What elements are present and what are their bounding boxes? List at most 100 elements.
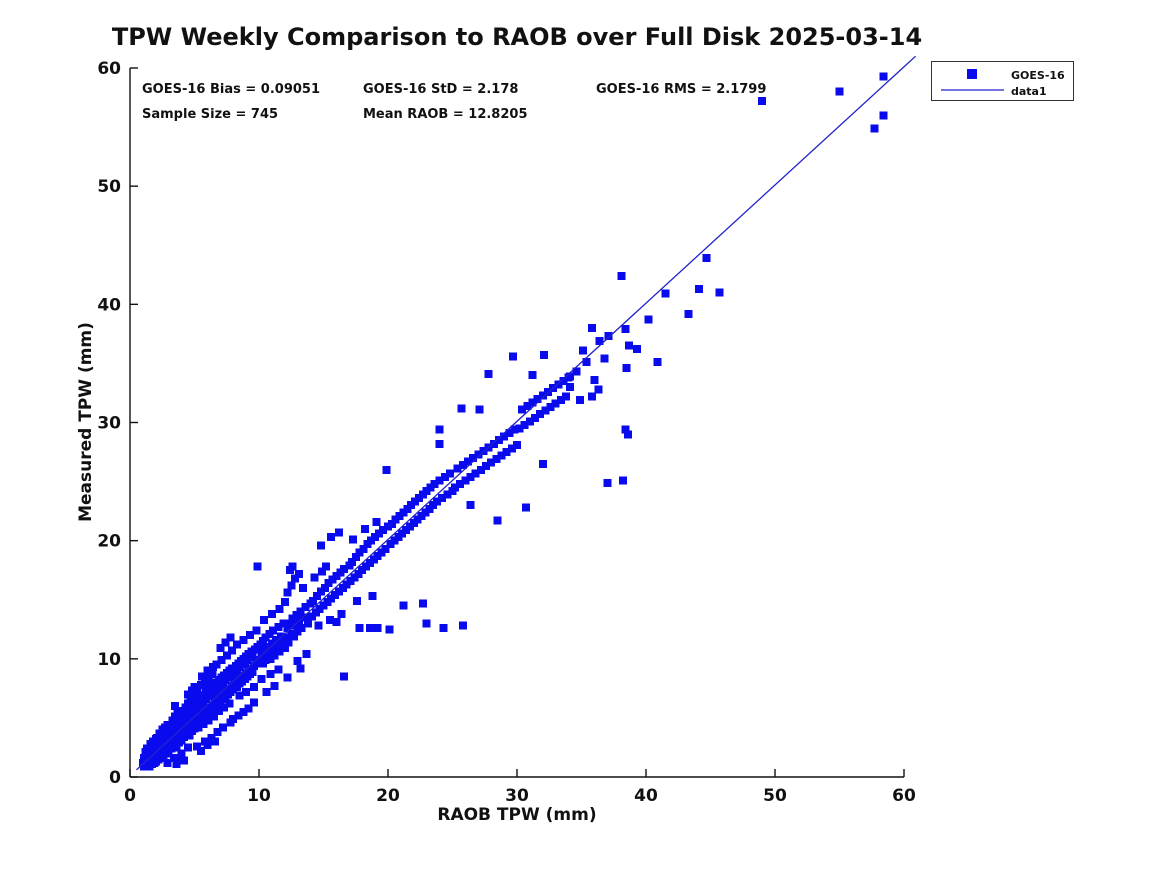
data-point [453,464,462,473]
y-tick-label: 40 [97,295,121,315]
data-point [285,619,294,628]
data-point [632,345,641,354]
data-point [418,599,427,608]
x-tick-label: 0 [124,786,136,806]
data-point [275,647,284,656]
data-point [334,528,343,537]
chart-title: TPW Weekly Comparison to RAOB over Full … [112,23,922,51]
data-point [302,650,311,659]
y-tick-label: 50 [97,177,121,197]
data-point [365,624,374,633]
data-point [283,673,292,682]
data-point [172,760,181,769]
data-point [523,401,532,410]
data-point [239,708,248,717]
data-point [213,685,222,694]
data-point [276,632,285,641]
data-point [443,490,452,499]
data-point [253,562,262,571]
axes: 0 10 20 30 40 50 60 0 10 20 30 40 50 60 [97,59,916,806]
data-point [528,371,537,380]
data-point [604,332,613,341]
data-point [525,417,534,426]
data-point [359,544,368,553]
data-point [702,254,711,263]
data-point [578,346,587,355]
data-point [300,613,309,622]
data-point [249,683,258,692]
data-point [257,674,266,683]
data-point [684,309,693,318]
data-point [509,352,518,361]
data-point [163,758,172,767]
legend-box [931,61,1074,101]
legend-label-data1: data1 [1011,85,1047,98]
data-point [538,459,547,468]
data-point [216,644,225,653]
data-point [325,615,334,624]
data-point [582,358,591,367]
data-point [316,541,325,550]
data-point [439,624,448,633]
data-point [314,621,323,630]
x-tick-label: 30 [505,786,529,806]
data-point [234,711,243,720]
x-tick-label: 60 [892,786,916,806]
data-point [617,271,626,280]
data-point [536,410,545,419]
data-point [440,472,449,481]
data-point [458,621,467,630]
data-point [368,592,377,601]
data-point [226,633,235,642]
data-point [879,72,888,81]
x-axis-ticks: 0 10 20 30 40 50 60 [124,769,916,806]
data-point [494,436,503,445]
y-tick-label: 60 [97,59,121,79]
data-point [621,425,630,434]
data-point [288,562,297,571]
data-point [203,741,212,750]
data-point [385,625,394,634]
data-point [280,598,289,607]
data-point [337,609,346,618]
data-point [469,453,478,462]
data-point [340,672,349,681]
data-point [217,656,226,665]
data-point [199,719,208,728]
data-point [213,728,222,737]
data-point [479,446,488,455]
data-point [222,651,231,660]
x-tick-label: 50 [763,786,787,806]
data-point [248,651,257,660]
data-point [466,501,475,510]
data-point [172,743,181,752]
data-point [275,605,284,614]
data-point [271,635,280,644]
data-point [533,394,542,403]
data-point [487,458,496,467]
data-point [280,644,289,653]
data-point [565,372,574,381]
data-point [551,399,560,408]
data-point [327,533,336,542]
data-point [515,424,524,433]
data-point [457,404,466,413]
data-point [543,387,552,396]
fit-line [136,55,917,771]
data-point [618,476,627,485]
data-point [249,698,258,707]
data-point [463,457,472,466]
data-point [260,615,269,624]
data-point [528,398,537,407]
data-point [510,425,519,434]
data-point [621,325,630,334]
data-point [435,476,444,485]
data-point [546,403,555,412]
data-point [381,544,390,553]
data-point [594,385,603,394]
data-point [252,626,261,635]
data-point [221,638,230,647]
data-point [430,479,439,488]
